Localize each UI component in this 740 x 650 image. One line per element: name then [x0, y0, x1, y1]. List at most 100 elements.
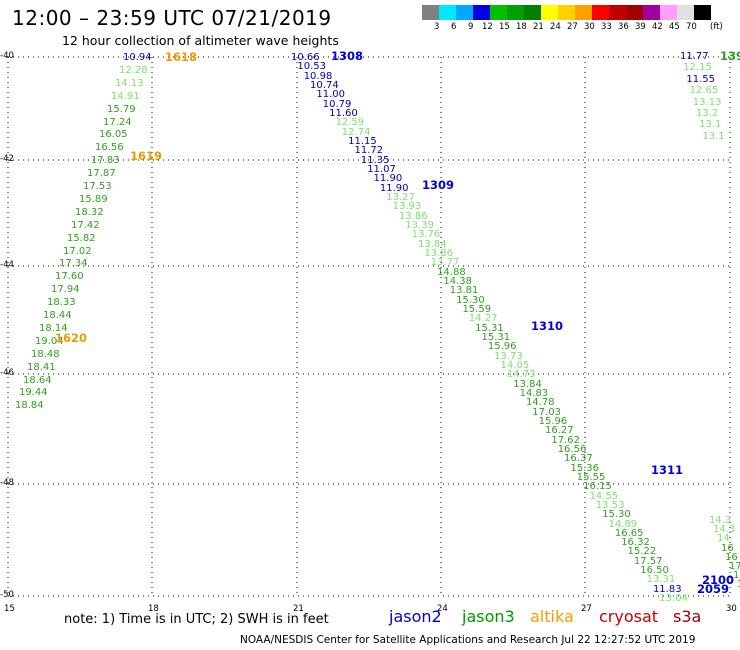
- pass-number-label: 1310: [531, 319, 564, 333]
- longitude-tick: 21: [293, 604, 304, 614]
- wave-height-label: 10.79: [322, 98, 352, 110]
- wave-height-label: 15.89: [79, 193, 108, 205]
- legend-swatch: [609, 5, 626, 20]
- legend-label: 70: [686, 22, 697, 32]
- wave-height-label: 17.53: [83, 181, 112, 192]
- wave-height-label: 15.30: [602, 509, 631, 521]
- wave-height-label: 11.35: [360, 154, 390, 166]
- legend-label: 24: [550, 22, 561, 32]
- wave-height-label: 16: [725, 551, 738, 563]
- wave-height-label: 18.32: [75, 206, 104, 218]
- legend-swatch: [694, 5, 711, 20]
- pass-number-label: 1395: [720, 49, 740, 63]
- legend-label: 18: [516, 22, 527, 32]
- legend-swatch: [439, 5, 456, 20]
- wave-height-label: 13.76: [411, 229, 441, 241]
- wave-height-label: 16.56: [95, 142, 124, 154]
- latitude-tick: -44: [0, 260, 14, 270]
- latitude-tick: -42: [0, 154, 14, 164]
- wave-height-label: 14.89: [608, 518, 638, 530]
- wave-height-label: 11.07: [367, 163, 396, 175]
- wave-height-label: 18.64: [23, 374, 52, 386]
- credit-line: NOAA/NESDIS Center for Satellite Applica…: [240, 634, 696, 646]
- wave-height-label: 13.84: [418, 238, 447, 250]
- pass-number-label: 1619: [130, 149, 163, 163]
- wave-height-label: 17.83: [91, 155, 120, 167]
- wave-height-label: 18.14: [39, 322, 68, 334]
- wave-height-label: 17.57: [633, 555, 663, 567]
- wave-height-label: 11.00: [316, 89, 346, 101]
- wave-height-label: 13.86: [424, 247, 453, 259]
- wave-height-label: 15.96: [487, 341, 517, 353]
- wave-height-label: 10.53: [297, 61, 326, 73]
- wave-height-label: 15.31: [475, 322, 504, 334]
- satellite-s3a-label: s3a: [673, 607, 702, 626]
- legend-label: 42: [652, 22, 663, 32]
- wave-height-label: 14.78: [525, 397, 555, 409]
- latitude-tick: -48: [0, 478, 14, 488]
- wave-height-label: 11.60: [329, 107, 358, 119]
- map-title: 12:00 – 23:59 UTC 07/21/2019: [12, 6, 332, 30]
- wave-height-label: 15.31: [481, 331, 511, 343]
- legend-label: 39: [635, 22, 646, 32]
- legend-label: (ft): [710, 22, 723, 32]
- wave-height-label: 13.13: [692, 96, 722, 108]
- pass-number-label: 1309: [422, 178, 455, 192]
- wave-height-label: 18.41: [27, 361, 56, 373]
- wave-height-label: 15.96: [538, 415, 568, 427]
- wave-height-label: 11.55: [686, 73, 716, 85]
- wave-height-label: 16.05: [99, 129, 128, 141]
- legend-label: 15: [499, 22, 510, 32]
- wave-height-label: 13.81: [449, 285, 479, 297]
- wave-height-label: 13.84: [513, 378, 542, 390]
- pass-number-label: 1618: [165, 50, 198, 64]
- wave-height-label: 17.42: [71, 219, 100, 231]
- wave-height-label: 14.38: [443, 275, 473, 287]
- wave-height-label: 17.24: [103, 116, 132, 128]
- wave-height-label: 15.22: [627, 546, 657, 558]
- legend-swatch: [575, 5, 592, 20]
- wave-height-label: 14.73: [506, 369, 536, 381]
- wave-height-label: 17.03: [532, 406, 561, 418]
- wave-height-label: 13.31: [646, 574, 676, 586]
- wave-height-label: 14.: [717, 533, 733, 545]
- wave-height-label: 11.90: [379, 182, 409, 194]
- wave-height-label: 13.27: [386, 191, 415, 203]
- wave-height-label: 14.83: [519, 387, 549, 399]
- legend-label: 30: [584, 22, 595, 32]
- wave-height-label: 12.65: [689, 85, 719, 97]
- wave-height-label: 15.82: [67, 232, 96, 244]
- legend-swatch: [490, 5, 507, 20]
- wave-height-label: 11.15: [348, 135, 377, 147]
- wave-height-label: 13.04: [659, 593, 688, 605]
- wave-height-label: 16: [721, 542, 734, 554]
- wave-height-label: 11.83: [652, 583, 682, 595]
- legend-swatch: [456, 5, 473, 20]
- wave-height-label: 10.74: [310, 79, 339, 91]
- legend-swatch: [422, 5, 439, 20]
- pass-number-label: 1308: [331, 49, 364, 63]
- wave-height-label: 18.33: [47, 297, 76, 309]
- wave-height-label: 15.30: [456, 294, 485, 306]
- legend-swatch: [558, 5, 575, 20]
- note-text: note: 1) Time is in UTC; 2) SWH is in fe…: [64, 612, 329, 627]
- pass-number-label: 1620: [55, 331, 88, 345]
- wave-height-label: 14.27: [468, 313, 498, 325]
- wave-height-label: 16: [737, 580, 740, 590]
- wave-height-label: 16.27: [545, 425, 574, 437]
- wave-height-label: 18.84: [15, 400, 44, 412]
- wave-height-label: 15.79: [107, 103, 136, 115]
- wave-height-label: 17: [729, 561, 740, 572]
- wave-height-label: 15.59: [462, 303, 492, 315]
- legend-label: 12: [482, 22, 493, 32]
- legend-swatch: [677, 5, 694, 20]
- wave-height-label: 18.44: [43, 310, 72, 321]
- wave-height-label: 12.59: [335, 117, 365, 129]
- wave-height-label: 14.13: [115, 77, 144, 89]
- map-subtitle: 12 hour collection of altimeter wave hei…: [62, 33, 339, 48]
- legend-label: 36: [618, 22, 629, 32]
- wave-height-label: 16.37: [564, 453, 593, 465]
- wave-height-label: 14.3: [709, 515, 732, 526]
- longitude-tick: 24: [437, 604, 448, 614]
